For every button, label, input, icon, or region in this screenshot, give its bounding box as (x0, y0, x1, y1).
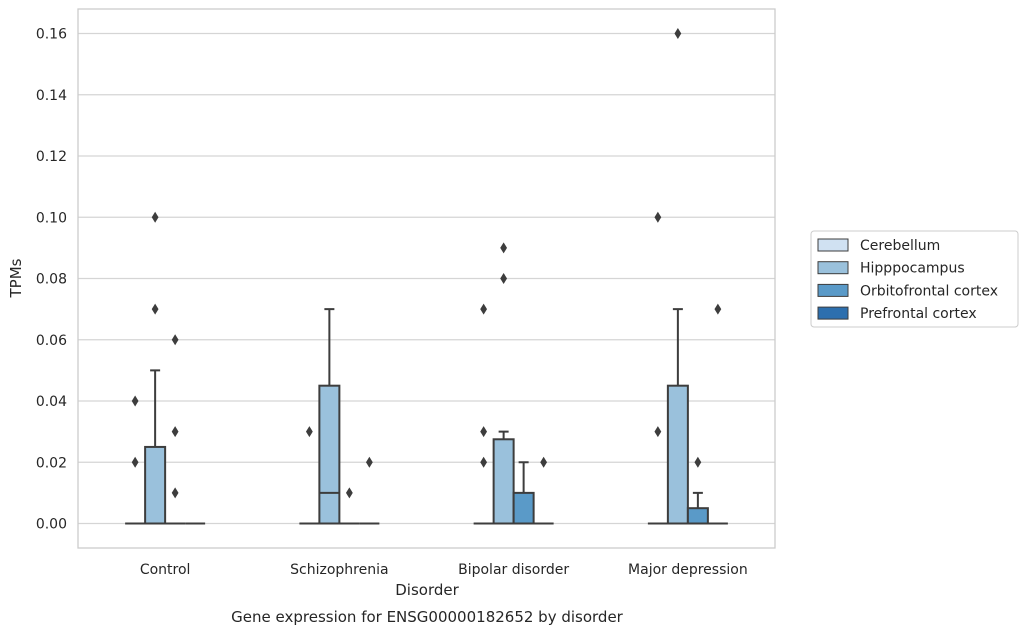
legend-label: Cerebellum (860, 238, 940, 254)
interquartile-box (512, 491, 535, 525)
outlier-point (131, 456, 139, 468)
y-tick-label: 0.08 (36, 272, 67, 288)
outlier-point (305, 426, 313, 438)
outlier-point (480, 426, 488, 438)
legend-swatch (817, 283, 849, 297)
x-tick-label: Bipolar disorder (458, 562, 569, 578)
y-axis-label: TPMs (7, 258, 25, 298)
gridlines (78, 32, 775, 525)
legend-label: Orbitofrontal cortex (860, 283, 998, 299)
legend-swatch (817, 238, 849, 252)
legend-swatch (817, 306, 849, 320)
interquartile-box (686, 507, 709, 525)
legend: Cerebellum Hipppocampus Orbitofrontal cort… (810, 230, 1019, 328)
outlier-point (540, 456, 548, 468)
box-hipppocampus (492, 430, 515, 525)
outlier-point (480, 456, 488, 468)
outlier-point (171, 426, 179, 438)
box-hipppocampus (144, 369, 167, 525)
legend-frame (810, 230, 1019, 328)
outlier-point (694, 456, 702, 468)
y-axis-ticks: 0.00 0.02 0.04 0.06 0.08 0.10 0.12 0.14 0.16 (36, 27, 67, 533)
legend-items: Cerebellum Hipppocampus Orbitofrontal cort… (817, 238, 998, 322)
outlier-point (365, 456, 373, 468)
box-orbitofrontal-cortex (512, 461, 535, 525)
outlier-point (714, 303, 722, 315)
outlier-point (480, 303, 488, 315)
box-orbitofrontal-cortex (686, 491, 709, 525)
interquartile-box (144, 445, 167, 525)
x-axis-label: Disorder (395, 581, 459, 599)
outlier-point (171, 487, 179, 499)
x-tick-label: Schizophrenia (290, 562, 388, 578)
legend-label: Hipppocampus (860, 261, 965, 277)
outlier-point (151, 211, 159, 223)
y-tick-label: 0.02 (36, 455, 67, 471)
outlier-point (654, 211, 662, 223)
outlier-point (674, 28, 682, 39)
y-tick-label: 0.14 (36, 88, 67, 104)
y-tick-label: 0.12 (36, 149, 67, 165)
x-tick-label: Major depression (628, 562, 748, 578)
legend-swatch (817, 261, 849, 275)
plot-area-frame (77, 8, 776, 549)
y-tick-label: 0.00 (36, 517, 67, 533)
x-tick-label: Control (140, 562, 191, 578)
outlier-points (131, 28, 722, 499)
outlier-point (500, 273, 508, 284)
y-tick-label: 0.04 (36, 394, 67, 410)
x-axis-ticks: Control Schizophrenia Bipolar disorder Majo… (140, 562, 748, 578)
box-hipppocampus (318, 308, 341, 525)
outlier-point (131, 395, 139, 407)
interquartile-box (666, 384, 689, 525)
box-hipppocampus (666, 308, 689, 525)
legend-label: Prefrontal cortex (860, 306, 977, 322)
outlier-point (345, 487, 353, 499)
outlier-point (500, 242, 508, 254)
outlier-point (151, 303, 159, 315)
y-tick-label: 0.16 (36, 27, 67, 43)
outlier-point (171, 334, 179, 346)
interquartile-box (492, 438, 515, 525)
interquartile-box (318, 384, 341, 525)
figure-caption: Gene expression for ENSG00000182652 by d… (231, 608, 624, 626)
y-tick-label: 0.10 (36, 210, 67, 226)
y-tick-label: 0.06 (36, 333, 67, 349)
outlier-point (654, 426, 662, 438)
box-series (125, 308, 728, 525)
